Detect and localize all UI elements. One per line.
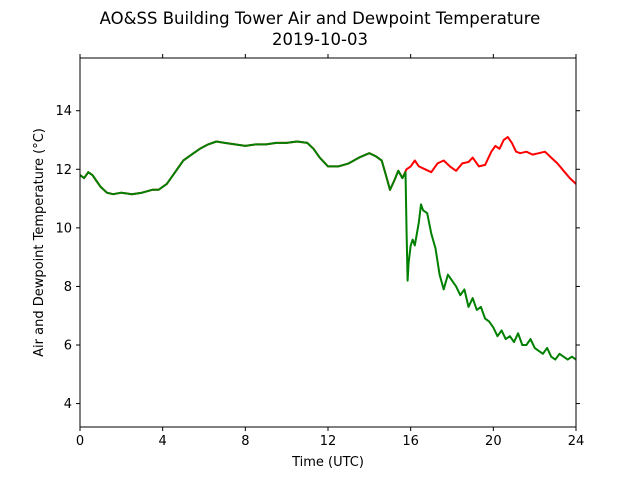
x-tick-label: 8 xyxy=(241,434,249,449)
x-tick-label: 24 xyxy=(568,434,585,449)
plot-frame xyxy=(79,57,577,428)
y-tick-label: 4 xyxy=(64,397,72,412)
chart-subtitle: 2019-10-03 xyxy=(272,30,368,49)
series-layer xyxy=(79,136,577,361)
x-tick-label: 20 xyxy=(485,434,502,449)
y-axis-label: Air and Dewpoint Temperature (°C) xyxy=(32,128,47,357)
x-tick-label: 16 xyxy=(402,434,419,449)
x-axis-label: Time (UTC) xyxy=(291,455,364,470)
y-tick-label: 14 xyxy=(55,104,72,119)
x-tick-label: 0 xyxy=(76,434,84,449)
y-tick-label: 12 xyxy=(55,163,72,178)
x-tick-label: 12 xyxy=(320,434,337,449)
y-tick-label: 8 xyxy=(64,280,72,295)
x-tick-label: 4 xyxy=(159,434,167,449)
series-line-2 xyxy=(79,140,577,361)
y-tick-label: 6 xyxy=(64,339,72,354)
chart-title: AO&SS Building Tower Air and Dewpoint Te… xyxy=(100,9,541,28)
y-tick-label: 10 xyxy=(55,221,72,236)
ticks-layer: 0 4 8 12 16 20 24 4 6 8 10 12 14 xyxy=(55,54,584,449)
